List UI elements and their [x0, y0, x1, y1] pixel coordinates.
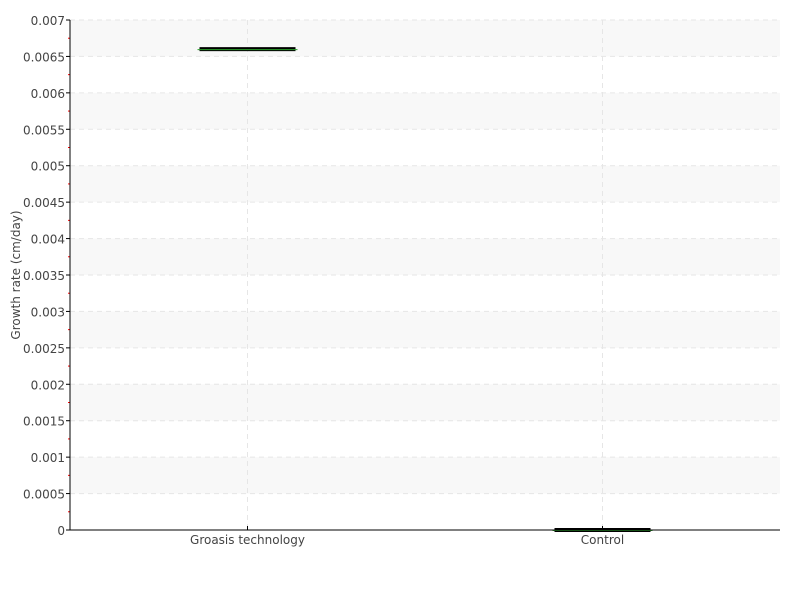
- y-tick-label: 0.004: [31, 233, 65, 247]
- y-tick-label: 0.0005: [23, 488, 65, 502]
- background-band: [70, 92, 780, 130]
- y-tick-label: 0.002: [31, 378, 65, 392]
- background-band: [70, 20, 780, 57]
- y-tick-label: 0.003: [31, 305, 65, 319]
- background-band: [70, 384, 780, 421]
- y-tick-label: 0.0065: [23, 50, 65, 64]
- background-band: [70, 165, 780, 203]
- y-tick-label: 0.0045: [23, 196, 65, 210]
- y-tick-label: 0.001: [31, 451, 65, 465]
- y-tick-label: 0: [57, 524, 65, 538]
- y-tick-label: 0.0055: [23, 123, 65, 137]
- y-tick-label: 0.0025: [23, 342, 65, 356]
- y-tick-label: 0.0035: [23, 269, 65, 283]
- y-axis-label: Growth rate (cm/day): [9, 210, 23, 339]
- x-tick-label: Control: [581, 533, 624, 547]
- y-tick-label: 0.0015: [23, 415, 65, 429]
- background-band: [70, 238, 780, 275]
- background-bands: [70, 20, 780, 494]
- axes: 0 0.0005 0.001 0.0015 0.002 0.0025 0.003 0.0035…: [23, 14, 780, 547]
- x-tick-label: Groasis technology: [190, 533, 305, 547]
- background-band: [70, 457, 780, 494]
- y-tick-label: 0.006: [31, 87, 65, 101]
- gridlines: [70, 19, 780, 530]
- y-tick-label: 0.007: [31, 14, 65, 28]
- background-band: [70, 311, 780, 348]
- y-tick-label: 0.005: [31, 160, 65, 174]
